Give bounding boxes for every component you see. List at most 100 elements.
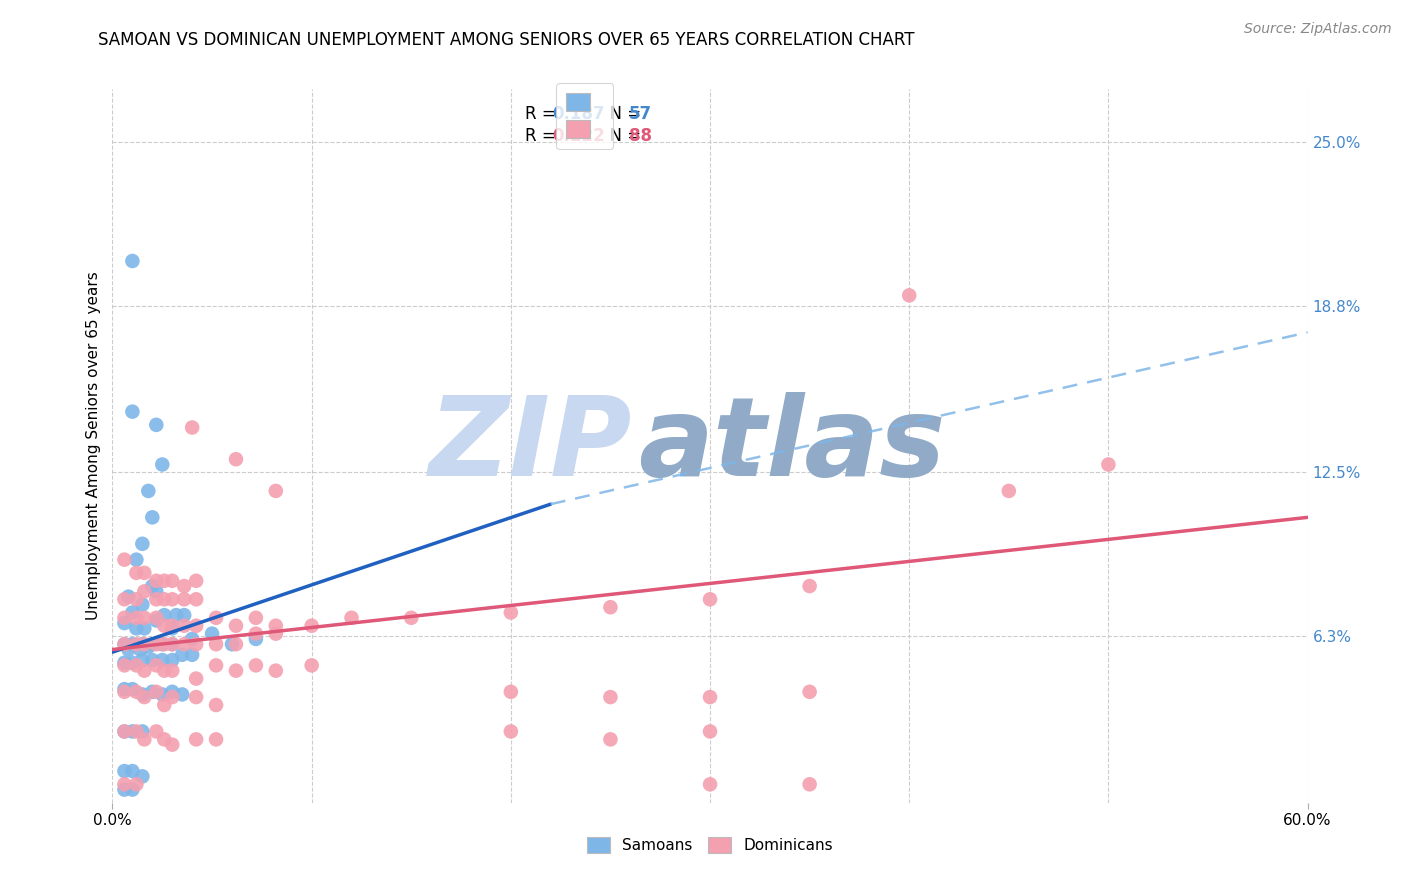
Point bbox=[201, 626, 224, 640]
Point bbox=[186, 618, 208, 632]
Point bbox=[599, 690, 621, 704]
Point bbox=[499, 606, 522, 620]
Point bbox=[153, 592, 176, 607]
Point bbox=[121, 254, 143, 268]
Point bbox=[134, 621, 156, 635]
Text: ZIP: ZIP bbox=[429, 392, 633, 500]
Point bbox=[138, 483, 160, 498]
Point bbox=[221, 637, 243, 651]
Point bbox=[114, 637, 135, 651]
Point bbox=[114, 658, 135, 673]
Text: N =: N = bbox=[599, 127, 647, 145]
Text: R =: R = bbox=[524, 127, 561, 145]
Point bbox=[114, 611, 135, 625]
Point bbox=[1097, 458, 1119, 472]
Point bbox=[145, 685, 167, 699]
Point bbox=[150, 653, 173, 667]
Point bbox=[141, 653, 163, 667]
Point bbox=[131, 537, 153, 551]
Point bbox=[162, 664, 183, 678]
Point bbox=[131, 688, 153, 702]
Point bbox=[153, 608, 176, 623]
Point bbox=[145, 724, 167, 739]
Point bbox=[799, 579, 821, 593]
Point bbox=[499, 685, 522, 699]
Text: SAMOAN VS DOMINICAN UNEMPLOYMENT AMONG SENIORS OVER 65 YEARS CORRELATION CHART: SAMOAN VS DOMINICAN UNEMPLOYMENT AMONG S… bbox=[98, 31, 915, 49]
Point bbox=[117, 590, 139, 604]
Point bbox=[186, 592, 208, 607]
Point bbox=[162, 592, 183, 607]
Point bbox=[134, 637, 156, 651]
Point bbox=[499, 724, 522, 739]
Legend: Samoans, Dominicans: Samoans, Dominicans bbox=[581, 831, 839, 859]
Text: Source: ZipAtlas.com: Source: ZipAtlas.com bbox=[1244, 22, 1392, 37]
Point bbox=[125, 637, 148, 651]
Point bbox=[145, 417, 167, 432]
Point bbox=[134, 664, 156, 678]
Point bbox=[145, 574, 167, 588]
Point bbox=[145, 658, 167, 673]
Point bbox=[129, 642, 152, 657]
Point bbox=[245, 626, 267, 640]
Point bbox=[173, 618, 195, 632]
Point bbox=[186, 574, 208, 588]
Point bbox=[186, 672, 208, 686]
Point bbox=[121, 782, 143, 797]
Point bbox=[121, 404, 143, 418]
Point bbox=[145, 614, 167, 628]
Point bbox=[141, 685, 163, 699]
Point bbox=[699, 592, 721, 607]
Point bbox=[114, 777, 135, 791]
Point bbox=[153, 732, 176, 747]
Point bbox=[114, 682, 135, 697]
Text: 0.222: 0.222 bbox=[553, 127, 605, 145]
Text: atlas: atlas bbox=[638, 392, 946, 500]
Point bbox=[134, 566, 156, 580]
Point bbox=[998, 483, 1021, 498]
Point bbox=[117, 642, 139, 657]
Point bbox=[340, 611, 363, 625]
Point bbox=[138, 640, 160, 654]
Text: R =: R = bbox=[524, 105, 561, 123]
Point bbox=[172, 648, 194, 662]
Point bbox=[301, 658, 323, 673]
Point bbox=[125, 658, 148, 673]
Point bbox=[186, 732, 208, 747]
Point bbox=[205, 637, 228, 651]
Point bbox=[125, 552, 148, 566]
Point bbox=[131, 769, 153, 783]
Point bbox=[225, 637, 247, 651]
Point bbox=[173, 579, 195, 593]
Point bbox=[162, 685, 183, 699]
Point bbox=[131, 724, 153, 739]
Point bbox=[205, 658, 228, 673]
Point bbox=[699, 724, 721, 739]
Point bbox=[225, 664, 247, 678]
Point bbox=[153, 637, 176, 651]
Point bbox=[599, 600, 621, 615]
Point bbox=[134, 584, 156, 599]
Point bbox=[114, 656, 135, 670]
Point bbox=[401, 611, 423, 625]
Point bbox=[205, 732, 228, 747]
Point bbox=[145, 592, 167, 607]
Text: 57: 57 bbox=[628, 105, 652, 123]
Point bbox=[121, 764, 143, 778]
Point bbox=[121, 637, 143, 651]
Point bbox=[125, 724, 148, 739]
Point bbox=[162, 618, 183, 632]
Point bbox=[245, 632, 267, 646]
Point bbox=[799, 777, 821, 791]
Point bbox=[245, 611, 267, 625]
Point bbox=[165, 608, 187, 623]
Point bbox=[264, 618, 287, 632]
Point bbox=[225, 618, 247, 632]
Point bbox=[141, 510, 163, 524]
Point bbox=[162, 738, 183, 752]
Point bbox=[141, 637, 163, 651]
Point bbox=[181, 648, 204, 662]
Point bbox=[150, 458, 173, 472]
Point bbox=[162, 653, 183, 667]
Point bbox=[114, 616, 135, 631]
Point bbox=[125, 611, 148, 625]
